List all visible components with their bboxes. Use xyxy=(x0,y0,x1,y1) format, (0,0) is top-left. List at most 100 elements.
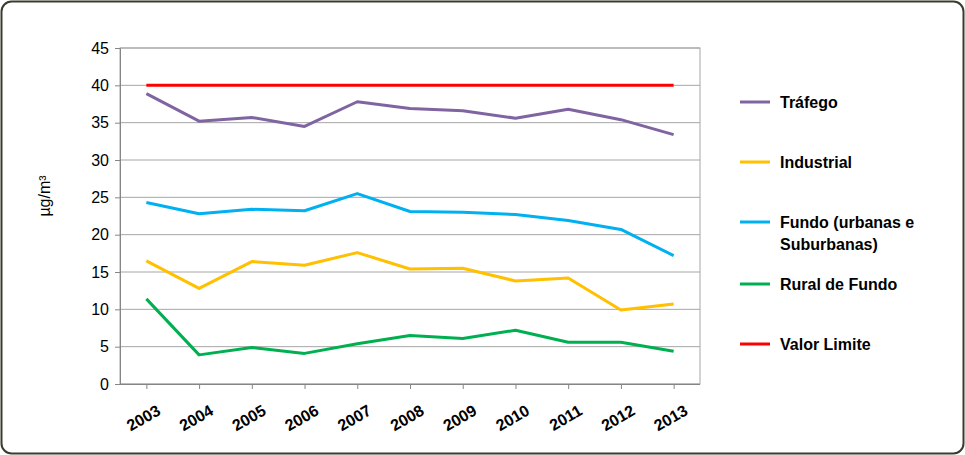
x-tick: 2003 xyxy=(124,384,163,434)
y-tick-mark xyxy=(115,272,120,273)
x-tick-mark xyxy=(568,384,569,389)
x-tick-mark xyxy=(410,384,411,389)
y-tick: 15 xyxy=(91,264,120,281)
y-tick-mark xyxy=(115,160,120,161)
y-tick-mark xyxy=(115,384,120,385)
legend-label: Industrial xyxy=(780,154,852,171)
legend-label-line: Rural de Fundo xyxy=(780,276,898,293)
y-tick: 35 xyxy=(91,114,120,131)
legend-swatch xyxy=(740,161,770,164)
y-tick-mark xyxy=(115,309,120,310)
x-tick-label: 2006 xyxy=(282,402,321,435)
y-tick: 20 xyxy=(91,226,120,243)
y-tick-label: 40 xyxy=(91,77,109,94)
y-tick: 5 xyxy=(100,338,120,355)
series-line xyxy=(146,94,673,135)
x-tick-label: 2010 xyxy=(493,402,532,435)
x-tick-mark xyxy=(357,384,358,389)
x-tick: 2010 xyxy=(493,384,532,434)
grid-line xyxy=(120,272,700,273)
series-line xyxy=(146,253,673,310)
y-tick-mark xyxy=(115,48,120,49)
grid-line xyxy=(120,85,700,86)
legend-label-line: Suburbanas) xyxy=(780,236,878,253)
x-tick-mark xyxy=(252,384,253,389)
x-tick: 2006 xyxy=(282,384,321,434)
chart-frame xyxy=(2,2,964,454)
x-tick-mark xyxy=(621,384,622,389)
x-tick-label: 2007 xyxy=(335,402,374,435)
x-tick-mark xyxy=(146,384,147,389)
x-tick-label: 2012 xyxy=(598,402,637,435)
grid-line xyxy=(120,346,700,347)
legend-label: Valor Limite xyxy=(780,336,871,353)
x-tick-mark xyxy=(199,384,200,389)
x-tick-mark xyxy=(305,384,306,389)
legend-swatch xyxy=(740,343,770,346)
x-tick: 2013 xyxy=(651,384,690,434)
grid-line xyxy=(120,234,700,235)
legend-label-line: Valor Limite xyxy=(780,336,871,353)
legend-swatch xyxy=(740,283,770,286)
grid-line xyxy=(120,197,700,198)
x-tick: 2004 xyxy=(177,384,216,434)
x-axis: 2003 2004 2005 2006 2007 2008 2009 2010 2011 2012… xyxy=(120,384,700,434)
x-tick-mark xyxy=(463,384,464,389)
y-axis-line xyxy=(115,49,121,385)
y-tick-mark xyxy=(115,235,120,236)
y-tick-label: 20 xyxy=(91,226,109,243)
y-tick: 45 xyxy=(91,40,120,57)
legend-label-line: Fundo (urbanas e xyxy=(780,214,914,231)
y-axis-title: µg/m³ xyxy=(36,175,53,217)
y-tick-mark xyxy=(115,123,120,124)
y-tick-label: 45 xyxy=(91,40,109,57)
y-tick-label: 35 xyxy=(91,114,109,131)
y-tick-label: 15 xyxy=(91,264,109,281)
y-tick-mark xyxy=(115,197,120,198)
x-tick-mark xyxy=(515,384,516,389)
x-tick-label: 2003 xyxy=(124,402,163,435)
x-tick: 2012 xyxy=(598,384,637,434)
lines xyxy=(146,85,673,355)
legend-label-line: Tráfego xyxy=(780,94,838,111)
y-tick-label: 0 xyxy=(100,376,109,393)
y-tick-label: 5 xyxy=(100,338,109,355)
y-tick: 0 xyxy=(100,376,120,393)
series-line xyxy=(146,84,673,87)
x-tick: 2005 xyxy=(229,384,268,434)
legend: Tráfego Industrial Fundo (urbanas e Suburba… xyxy=(740,94,914,353)
x-tick: 2011 xyxy=(546,384,585,434)
legend-swatch xyxy=(740,221,770,224)
y-tick-mark xyxy=(115,347,120,348)
plot-frame xyxy=(120,48,700,384)
y-tick-label: 10 xyxy=(91,301,109,318)
x-tick: 2007 xyxy=(335,384,374,434)
y-tick-label: 25 xyxy=(91,189,109,206)
y-tick: 25 xyxy=(91,189,120,206)
legend-label: Fundo (urbanas e Suburbanas) xyxy=(780,214,914,253)
y-tick-label: 30 xyxy=(91,152,109,169)
series-line xyxy=(146,299,673,355)
legend-swatch xyxy=(740,101,770,104)
y-axis: 0 5 10 15 20 25 30 35 40 45 xyxy=(91,40,120,393)
grid xyxy=(120,48,700,384)
grid-line xyxy=(120,122,700,123)
grid-line xyxy=(120,309,700,310)
x-tick-label: 2009 xyxy=(440,402,479,435)
x-tick-label: 2011 xyxy=(546,402,585,434)
y-tick-mark xyxy=(115,85,120,86)
x-tick-label: 2008 xyxy=(387,402,426,435)
legend-label: Rural de Fundo xyxy=(780,276,898,293)
y-tick: 30 xyxy=(91,152,120,169)
legend-label-line: Industrial xyxy=(780,154,852,171)
x-tick: 2009 xyxy=(440,384,479,434)
x-tick: 2008 xyxy=(387,384,426,434)
x-tick-label: 2005 xyxy=(229,402,268,435)
x-tick-mark xyxy=(674,384,675,389)
x-tick-label: 2013 xyxy=(651,402,690,435)
legend-label: Tráfego xyxy=(780,94,838,111)
y-tick: 40 xyxy=(91,77,120,94)
grid-line xyxy=(120,160,700,161)
chart: 0510152025303540452003200420052006200720… xyxy=(0,0,965,455)
x-tick-label: 2004 xyxy=(177,402,216,435)
